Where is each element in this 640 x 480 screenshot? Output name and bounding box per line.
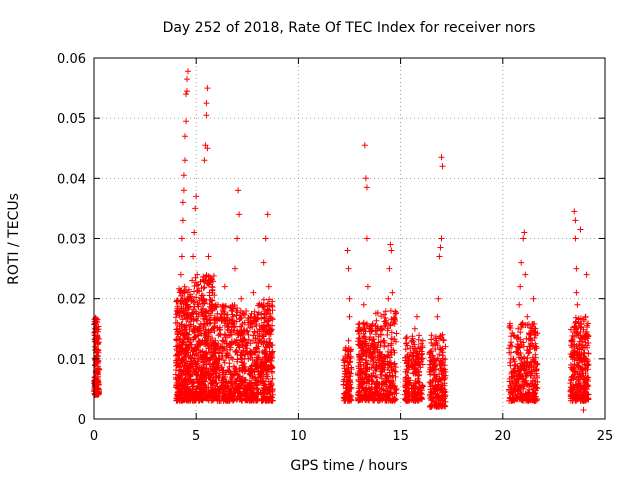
scatter-markers <box>91 68 592 413</box>
x-tick-label: 5 <box>192 429 200 444</box>
x-axis-label: GPS time / hours <box>290 458 407 474</box>
y-tick-label: 0.03 <box>57 233 86 248</box>
x-tick-label: 15 <box>392 429 409 444</box>
x-tick-label: 10 <box>290 429 307 444</box>
y-tick-label: 0.01 <box>57 353 86 368</box>
y-tick-label: 0.02 <box>57 293 86 308</box>
x-tick-label: 0 <box>90 429 98 444</box>
x-axis-ticks: 0 5 10 15 20 25 <box>90 58 613 444</box>
y-tick-label: 0 <box>78 413 86 428</box>
y-axis-ticks: 0 0.01 0.02 0.03 0.04 0.05 0.06 <box>57 52 605 428</box>
y-tick-label: 0.06 <box>57 52 86 67</box>
x-tick-label: 20 <box>495 429 512 444</box>
y-tick-label: 0.04 <box>57 172 86 187</box>
data-points <box>91 68 592 413</box>
x-tick-label: 25 <box>597 429 614 444</box>
y-tick-label: 0.05 <box>57 112 86 127</box>
chart-title: Day 252 of 2018, Rate Of TEC Index for r… <box>163 20 536 36</box>
y-axis-label: ROTI / TECUs <box>6 193 22 285</box>
